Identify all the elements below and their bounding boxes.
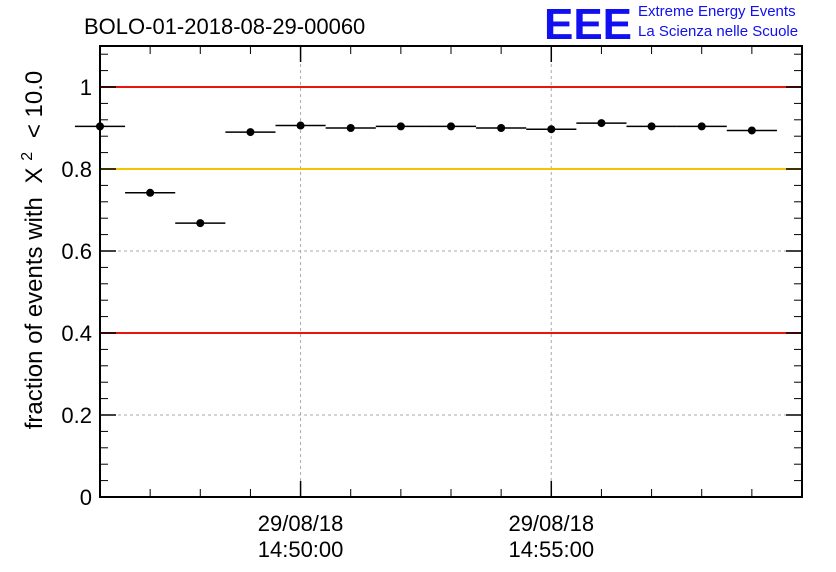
plot-frame [99, 45, 803, 498]
y-tick-label: 0.8 [61, 157, 92, 182]
logo-line-1: Extreme Energy Events [638, 3, 796, 20]
x-tick-date-label: 29/08/18 [508, 511, 594, 536]
y-tick-label: 0.6 [61, 239, 92, 264]
y-axis-label: fraction of events with X 2 < 10.0 [11, 71, 48, 429]
chart-title: BOLO-01-2018-08-29-00060 [84, 14, 365, 39]
y-tick-label: 0.2 [61, 403, 92, 428]
data-point [647, 122, 656, 131]
data-point [747, 126, 756, 135]
data-series [74, 119, 777, 228]
reference-lines [100, 86, 802, 334]
y-axis-label-symbol: X [21, 167, 48, 183]
data-point [497, 124, 506, 132]
grid [100, 46, 802, 498]
data-point [246, 128, 255, 137]
data-point [697, 122, 706, 131]
axis-ticks [100, 46, 802, 498]
y-tick-label: 1 [80, 75, 92, 100]
y-axis-label-tail: < 10.0 [21, 71, 48, 138]
y-tick-label: 0 [80, 485, 92, 510]
x-tick-time-label: 14:55:00 [508, 537, 594, 562]
eee-logo-mark: EEE [544, 2, 632, 44]
data-point [597, 119, 606, 128]
data-point [396, 122, 405, 131]
y-axis-label-text: fraction of events with [21, 197, 48, 429]
eee-logo-text: EEE [544, 2, 632, 44]
tick-labels: 00.20.40.60.8129/08/1814:50:0029/08/1814… [61, 75, 594, 562]
data-point [346, 124, 355, 132]
data-point [146, 188, 155, 197]
data-point [296, 121, 305, 130]
x-tick-date-label: 29/08/18 [258, 511, 344, 536]
data-point [196, 219, 205, 228]
y-axis-label-exponent: 2 [19, 152, 36, 161]
data-point [96, 122, 104, 131]
logo-line-2: La Scienza nelle Scuole [638, 23, 799, 40]
x-tick-time-label: 14:50:00 [258, 537, 344, 562]
data-point [447, 122, 455, 131]
data-point [547, 125, 556, 134]
y-tick-label: 0.4 [61, 321, 92, 346]
